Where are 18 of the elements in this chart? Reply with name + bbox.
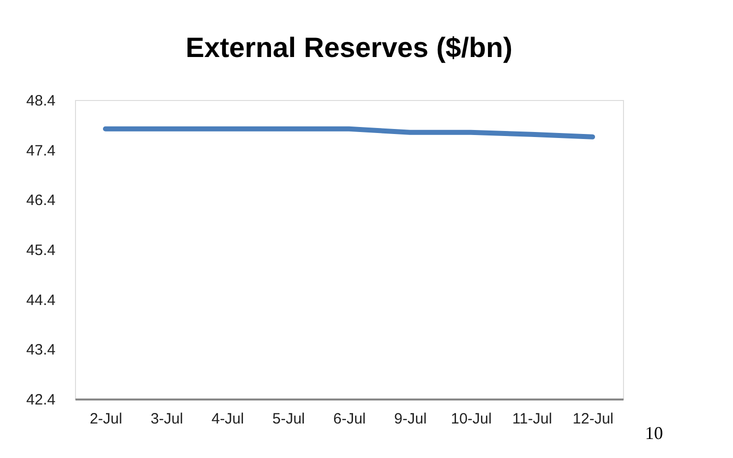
x-tick-label: 11-Jul [512,410,552,428]
x-tick-label: 9-Jul [394,410,427,428]
y-tick-label: 44.4 [26,292,56,309]
y-tick-label: 48.4 [26,92,56,110]
y-tick-label: 42.4 [26,392,56,408]
x-tick-label: 5-Jul [272,410,305,428]
text: 10 [645,423,663,443]
y-tick-label: 43.4 [26,342,56,359]
x-tick-label: 3-Jul [150,410,184,428]
y-tick-label: 47.4 [26,142,56,160]
x-tick-label: 12-Jul [572,410,614,428]
x-tick-label: 6-Jul [333,410,366,428]
x-tick-label: 4-Jul [211,410,244,428]
x-tick-label: 2-Jul [90,410,122,428]
y-tick-label: 45.4 [26,242,56,259]
y-tick-label: 46.4 [26,192,56,210]
chart-title: External Reserves ($/bn) [186,32,512,63]
x-tick-label: 10-Jul [450,410,492,428]
